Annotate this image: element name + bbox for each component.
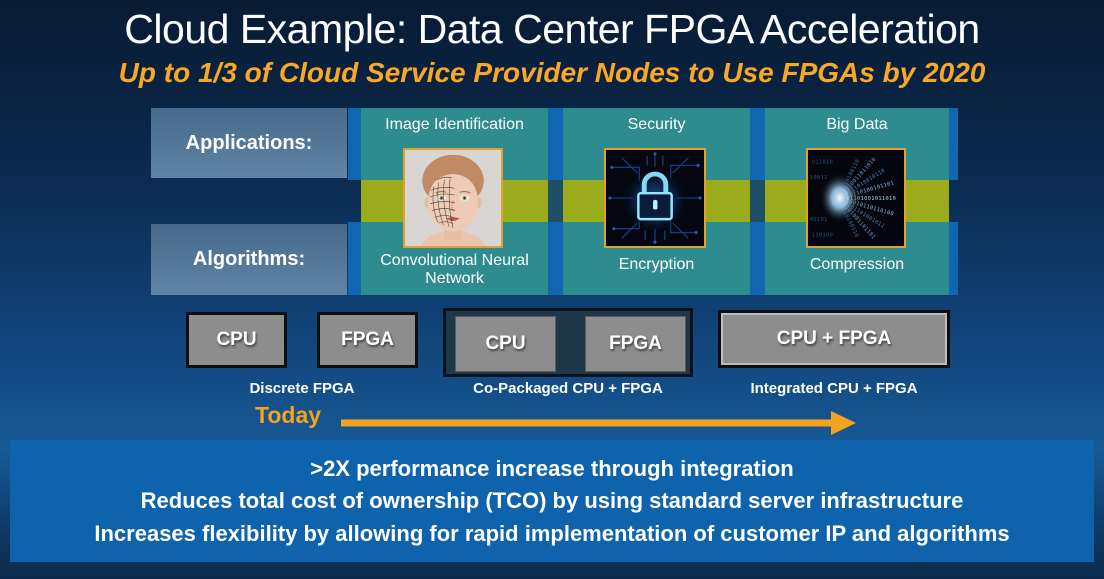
band-intersection — [548, 180, 563, 222]
band-intersection — [750, 180, 765, 222]
svg-text:011010: 011010 — [812, 159, 833, 165]
algorithm-label-cnn: Convolutional Neural Network — [380, 252, 529, 288]
binary-data-funnel-photo: 0110100110 1010011011010 0011010010110 1… — [806, 148, 906, 248]
timeline-arrow — [341, 411, 856, 435]
algorithm-label-compression: Compression — [809, 256, 905, 273]
svg-text:10011: 10011 — [810, 175, 828, 181]
accent-strip — [949, 222, 958, 295]
today-label: Today — [255, 402, 322, 428]
fpga-chip-copackaged: FPGA — [585, 316, 686, 372]
svg-text:110100: 110100 — [812, 232, 833, 238]
accent-strip — [750, 222, 765, 295]
accent-strip — [348, 222, 361, 295]
cpu-chip-copackaged: CPU — [455, 316, 556, 372]
accent-strip — [949, 108, 958, 180]
svg-text:01101: 01101 — [810, 217, 828, 223]
cpu-chip-discrete: CPU — [186, 312, 287, 368]
caption-discrete-fpga: Discrete FPGA — [249, 380, 355, 397]
cpu-chip-discrete-label: CPU — [216, 329, 257, 350]
row-label-applications: Applications: — [151, 108, 347, 178]
accent-strip — [548, 108, 563, 180]
fpga-chip-discrete-label: FPGA — [341, 329, 394, 350]
application-label-image-identification: Image Identification — [385, 116, 524, 133]
caption-copackaged: Co-Packaged CPU + FPGA — [473, 380, 663, 397]
algorithm-label-encryption: Encryption — [618, 256, 695, 273]
cpu-chip-copackaged-label: CPU — [485, 333, 526, 354]
application-label-security: Security — [627, 116, 686, 133]
benefits-panel: >2X performance increase through integra… — [10, 440, 1094, 562]
row-label-algorithms: Algorithms: — [151, 224, 347, 295]
row-label-applications-text: Applications: — [185, 131, 313, 154]
integrated-chip: CPU + FPGA — [718, 310, 950, 368]
accent-strip — [548, 222, 563, 295]
svg-text:01101001011010: 01101001011010 — [846, 196, 896, 202]
page-subtitle: Up to 1/3 of Cloud Service Provider Node… — [118, 57, 986, 88]
fpga-chip-discrete: FPGA — [317, 312, 418, 368]
application-label-big-data: Big Data — [826, 116, 888, 133]
accent-strip — [348, 108, 361, 180]
benefit-performance: >2X performance increase through integra… — [310, 456, 794, 482]
integrated-chip-label: CPU + FPGA — [776, 328, 892, 349]
copackaged-module: CPU FPGA — [443, 308, 693, 377]
face-recognition-photo — [403, 148, 503, 248]
fpga-chip-copackaged-label: FPGA — [609, 333, 662, 354]
row-label-algorithms-text: Algorithms: — [192, 248, 306, 270]
page-title: Cloud Example: Data Center FPGA Accelera… — [124, 6, 980, 52]
compression-data-illustration: 0110100110 1010011011010 0011010010110 1… — [808, 150, 904, 246]
benefit-flexibility: Increases flexibility by allowing for ra… — [94, 520, 1010, 546]
padlock-circuit-photo — [604, 148, 706, 248]
benefit-tco: Reduces total cost of ownership (TCO) by… — [140, 488, 964, 514]
face-recognition-illustration — [405, 150, 501, 246]
accent-strip — [750, 108, 765, 180]
encryption-lock-illustration — [606, 150, 704, 246]
caption-integrated: Integrated CPU + FPGA — [750, 380, 918, 397]
